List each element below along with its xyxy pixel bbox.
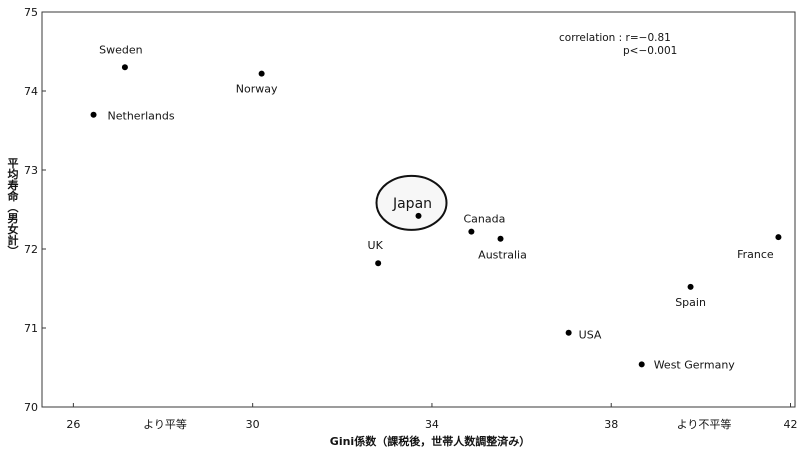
point-label-uk: UK [368, 239, 384, 252]
x-tick-label: 26 [66, 418, 80, 431]
y-tick-label: 75 [24, 6, 38, 19]
x-axis-title: Gini係数（課税後，世帯人数調整済み） [330, 434, 530, 448]
x-tick-label: 42 [784, 418, 798, 431]
x-tick-label: 34 [425, 418, 439, 431]
y-tick-label: 71 [24, 322, 38, 335]
y-tick-label: 73 [24, 164, 38, 177]
scatter-point-sweden [121, 64, 128, 71]
point-label-sweden: Sweden [99, 43, 142, 56]
scatter-point-australia [497, 235, 504, 242]
point-label-france: France [737, 248, 774, 261]
point-label-japan: Japan [392, 196, 432, 212]
scatter-point-canada [468, 228, 475, 235]
scatter-point-west-germany [638, 361, 645, 368]
plot-frame [41, 11, 796, 408]
scatter-point-france [775, 234, 782, 241]
scatter-point-spain [687, 283, 694, 290]
point-label-norway: Norway [236, 83, 278, 96]
highlight-ellipse-japan [375, 174, 448, 231]
point-label-west-germany: West Germany [654, 358, 736, 371]
point-label-australia: Australia [478, 249, 527, 262]
x-tick-label: 38 [604, 418, 618, 431]
correlation-annotation: correlation : r=−0.81 [559, 32, 671, 44]
y-tick-label: 74 [24, 85, 38, 98]
point-label-netherlands: Netherlands [108, 110, 175, 123]
scatter-points: Sweden Norway Netherlands Japan Canada Austra… [90, 43, 782, 371]
more-equal-annotation: より平等 [143, 417, 187, 431]
y-tick-label: 72 [24, 243, 38, 256]
scatter-point-uk [375, 260, 382, 267]
y-tick-label: 70 [24, 401, 38, 414]
scatter-point-norway [258, 70, 265, 77]
p-value-annotation: p<−0.001 [623, 45, 677, 57]
point-label-spain: Spain [675, 296, 706, 309]
x-axis-ticks: 26 30 34 38 42 [66, 403, 798, 431]
point-label-canada: Canada [463, 213, 505, 226]
scatter-point-japan [415, 212, 422, 219]
y-axis-title: 平均寿命（男女計） [6, 157, 19, 257]
less-equal-annotation: より不平等 [677, 417, 732, 431]
scatter-point-usa [565, 329, 572, 336]
scatter-point-netherlands [90, 111, 97, 118]
x-tick-label: 30 [246, 418, 260, 431]
point-label-usa: USA [579, 329, 602, 342]
y-axis-ticks: 75 74 73 72 71 70 [24, 6, 46, 414]
